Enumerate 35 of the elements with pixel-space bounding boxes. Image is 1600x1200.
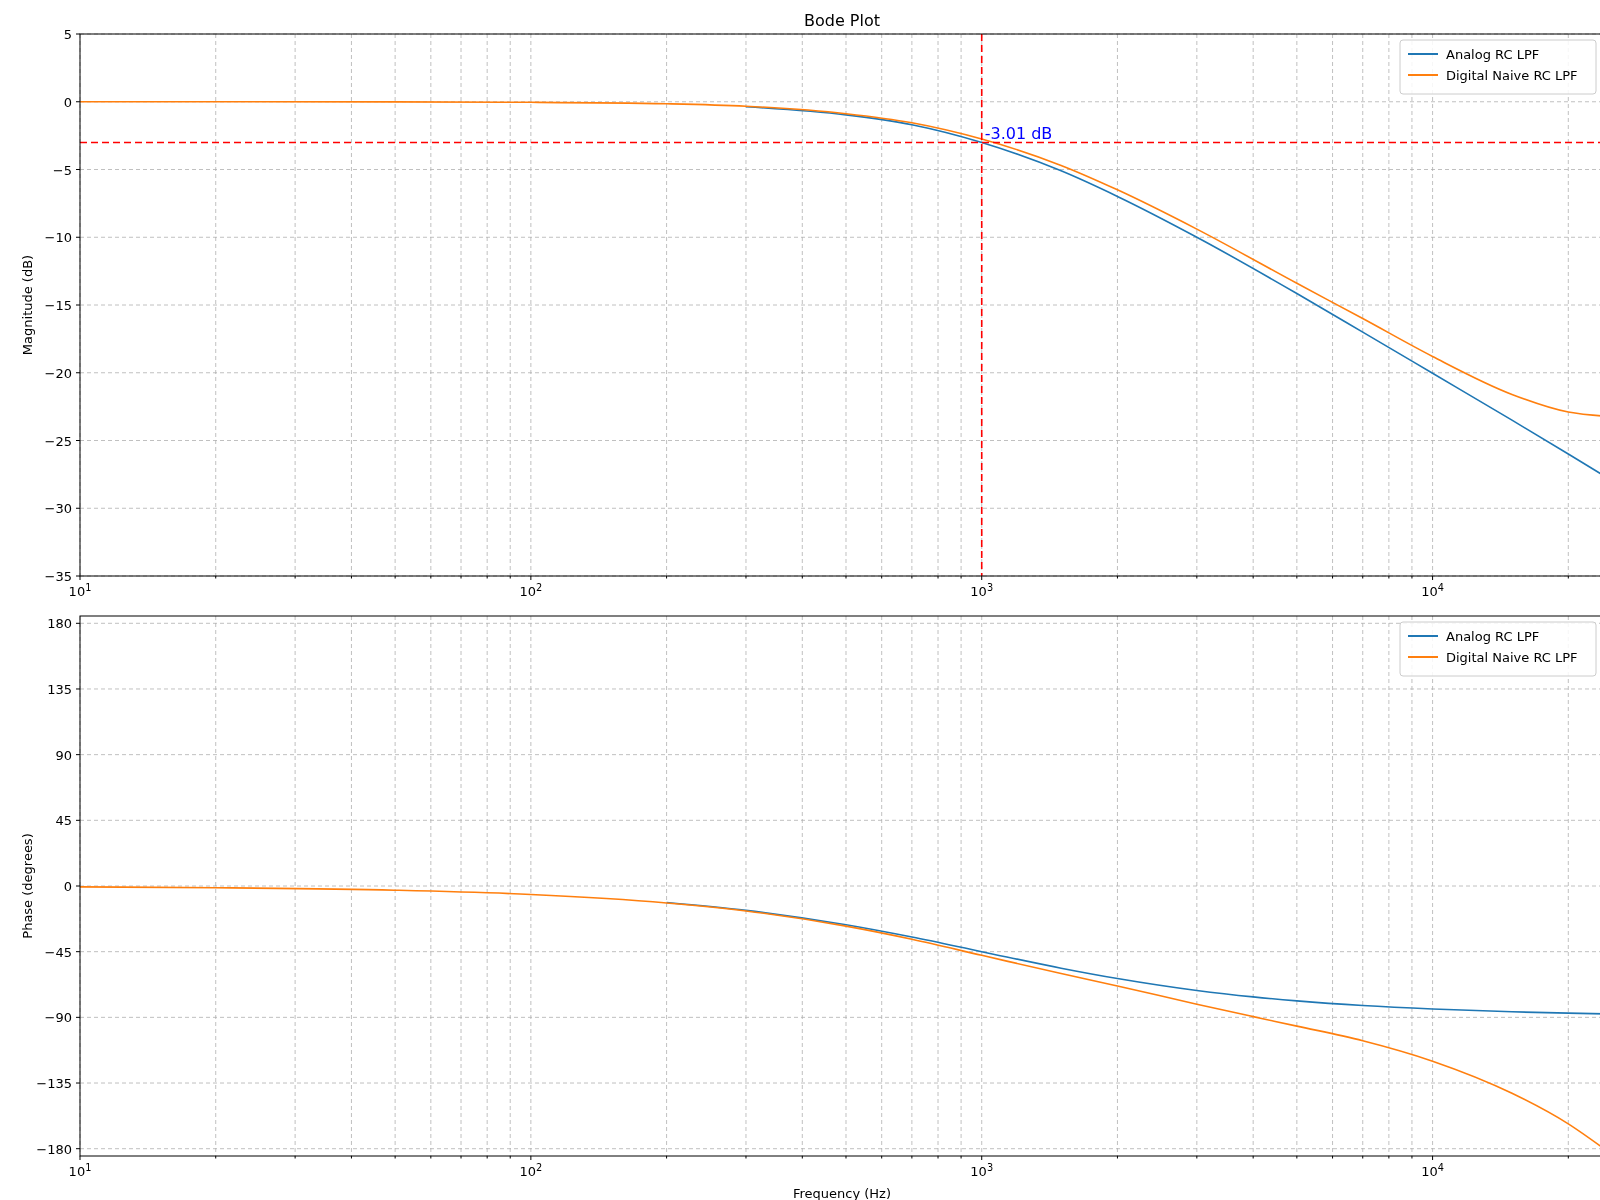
annotation: -3.01 dB bbox=[984, 123, 1053, 143]
y-tick-label: −15 bbox=[44, 298, 72, 313]
y-tick-label: 45 bbox=[55, 813, 72, 829]
y-tick-label: −180 bbox=[36, 1141, 72, 1157]
legend-label: Analog RC LPF bbox=[1446, 629, 1540, 644]
x-tick-label: 10$^{4}$ bbox=[1421, 1161, 1444, 1179]
x-tick-label: 10$^{2}$ bbox=[519, 581, 543, 599]
y-tick-label: −135 bbox=[36, 1076, 72, 1092]
chart-title: Bode Plot bbox=[803, 11, 881, 30]
x-axis-title: Frequency (Hz) bbox=[792, 1186, 892, 1200]
x-tick-label: 10$^{4}$ bbox=[1421, 581, 1444, 599]
y-axis-title: Phase (degrees) bbox=[20, 833, 35, 939]
y-tick-label: 180 bbox=[47, 616, 72, 632]
y-tick-label: −5 bbox=[52, 162, 72, 178]
y-tick-label: −30 bbox=[44, 501, 72, 517]
y-tick-label: −25 bbox=[44, 433, 72, 449]
legend-label: Digital Naive RC LPF bbox=[1446, 68, 1578, 83]
y-tick-label: 0 bbox=[63, 94, 72, 110]
y-tick-label: −35 bbox=[44, 569, 72, 584]
x-tick-label: 10$^{2}$ bbox=[519, 1161, 543, 1179]
legend-label: Digital Naive RC LPF bbox=[1446, 650, 1578, 665]
x-tick-label: 10$^{3}$ bbox=[970, 1161, 994, 1179]
legend-label: Analog RC LPF bbox=[1446, 47, 1540, 62]
y-tick-label: −10 bbox=[44, 230, 72, 246]
y-tick-label: −90 bbox=[44, 1010, 72, 1026]
x-tick-label: 10$^{3}$ bbox=[970, 581, 994, 599]
y-tick-label: −45 bbox=[44, 944, 72, 960]
y-axis-title: Magnitude (dB) bbox=[20, 254, 35, 356]
y-tick-label: 5 bbox=[63, 27, 72, 42]
y-tick-label: 135 bbox=[47, 681, 72, 697]
y-tick-label: 0 bbox=[63, 879, 72, 894]
y-tick-label: 90 bbox=[55, 747, 72, 763]
y-tick-label: −20 bbox=[44, 365, 72, 381]
x-tick-label: 10$^{1}$ bbox=[68, 1161, 92, 1179]
x-tick-label: 10$^{1}$ bbox=[68, 581, 92, 599]
